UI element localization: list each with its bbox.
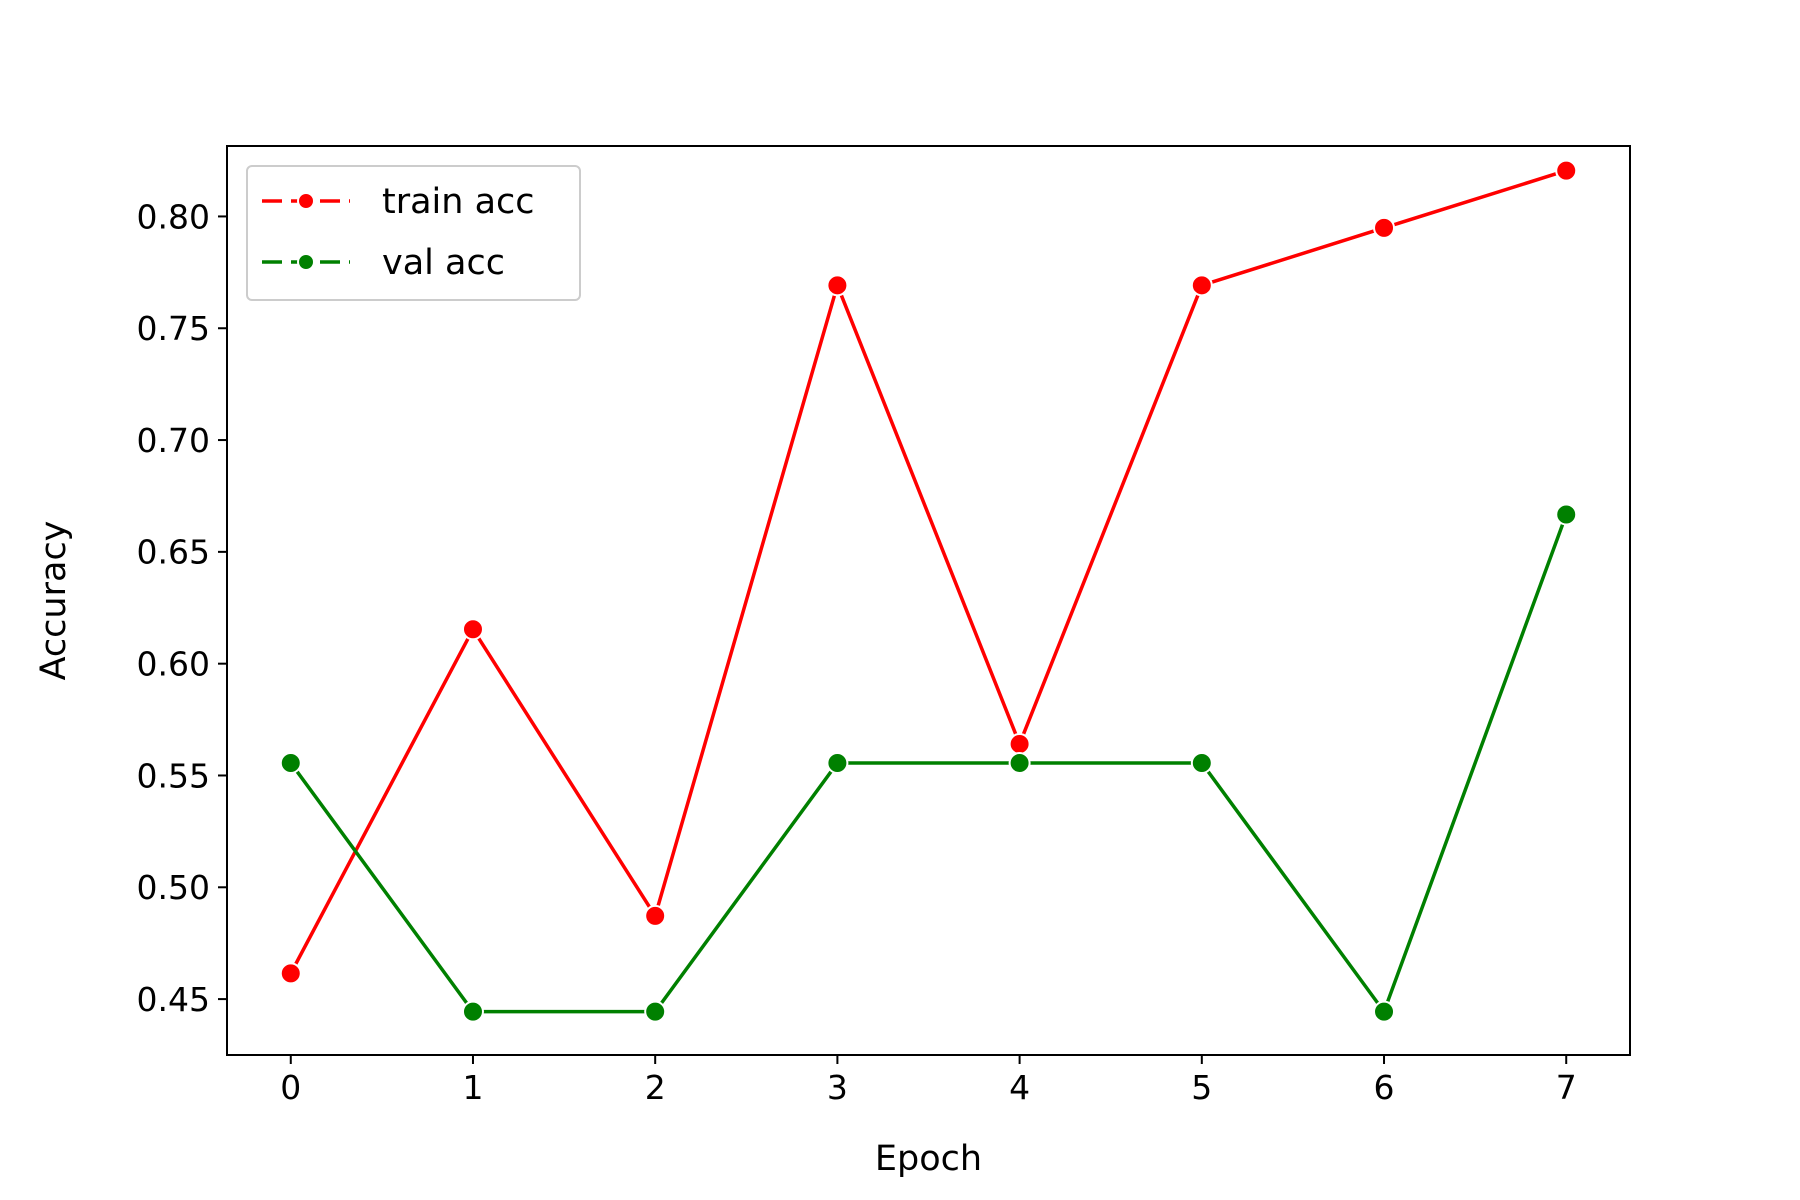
series-train-acc bbox=[279, 159, 1578, 985]
y-tick-label: 0.45 bbox=[137, 980, 210, 1019]
data-point-train-acc bbox=[1190, 274, 1213, 297]
y-tick-label: 0.60 bbox=[137, 645, 210, 684]
data-point-val-acc bbox=[1190, 751, 1213, 774]
series-val-acc bbox=[279, 503, 1578, 1023]
data-point-train-acc bbox=[644, 904, 667, 927]
data-point-val-acc bbox=[1555, 503, 1578, 526]
x-tick-label: 1 bbox=[462, 1068, 483, 1107]
series-line-train-acc bbox=[289, 168, 1567, 975]
x-tick-label: 4 bbox=[1009, 1068, 1030, 1107]
data-point-val-acc bbox=[279, 751, 302, 774]
y-tick-label: 0.55 bbox=[137, 756, 210, 795]
data-point-train-acc bbox=[461, 618, 484, 641]
series-line-val-acc bbox=[289, 513, 1568, 1016]
data-point-val-acc bbox=[461, 1000, 484, 1023]
legend-train-acc-label: train acc bbox=[382, 182, 535, 222]
y-tick-label: 0.65 bbox=[137, 533, 210, 572]
data-point-val-acc bbox=[1008, 751, 1031, 774]
series-group bbox=[279, 159, 1578, 1023]
legend-train-acc-marker bbox=[297, 192, 315, 210]
x-tick-label: 0 bbox=[280, 1068, 301, 1107]
data-point-train-acc bbox=[1008, 732, 1031, 755]
y-tick-label: 0.50 bbox=[137, 868, 210, 907]
x-tick-label: 2 bbox=[645, 1068, 666, 1107]
x-axis-ticks: 0 1 2 3 4 5 6 7 bbox=[280, 1055, 1577, 1107]
data-point-train-acc bbox=[279, 962, 302, 985]
x-axis-label: Epoch bbox=[875, 1139, 982, 1179]
data-point-train-acc bbox=[1373, 216, 1396, 239]
y-tick-label: 0.80 bbox=[137, 197, 210, 236]
legend-val-acc-label: val acc bbox=[382, 243, 505, 283]
x-tick-label: 7 bbox=[1556, 1068, 1577, 1107]
legend-entry-val-acc: val acc bbox=[262, 243, 505, 283]
y-tick-label: 0.70 bbox=[137, 421, 210, 460]
data-point-val-acc bbox=[644, 1000, 667, 1023]
x-tick-label: 5 bbox=[1191, 1068, 1212, 1107]
data-point-train-acc bbox=[826, 274, 849, 297]
legend-entry-train-acc: train acc bbox=[262, 182, 535, 222]
plot-frame bbox=[226, 145, 1631, 1056]
legend-val-acc-marker bbox=[297, 253, 315, 271]
y-tick-label: 0.75 bbox=[137, 309, 210, 348]
data-point-train-acc bbox=[1555, 159, 1578, 182]
data-point-val-acc bbox=[1373, 1000, 1396, 1023]
y-axis-ticks: 0.45 0.50 0.55 0.60 0.65 0.70 0.75 0.80 bbox=[137, 197, 227, 1019]
data-point-val-acc bbox=[826, 751, 849, 774]
y-axis-label: Accuracy bbox=[34, 521, 74, 681]
x-tick-label: 3 bbox=[827, 1068, 848, 1107]
legend: train acc val acc bbox=[246, 165, 581, 301]
x-tick-label: 6 bbox=[1374, 1068, 1395, 1107]
